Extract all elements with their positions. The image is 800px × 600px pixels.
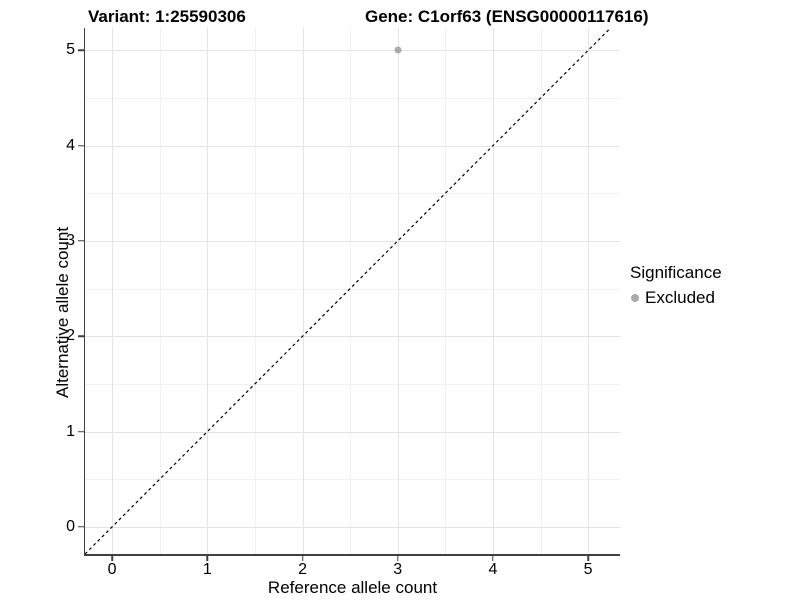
y-tick-mark (78, 526, 84, 528)
x-tick-mark (587, 555, 589, 561)
x-tick-label: 1 (202, 561, 212, 578)
y-tick-label: 4 (66, 136, 75, 154)
gridline-x-major (112, 28, 114, 554)
legend-item-label: Excluded (645, 288, 715, 307)
legend-items: Excluded (630, 288, 722, 308)
legend-item: Excluded (631, 288, 722, 308)
gridline-y-major (85, 50, 620, 52)
legend: Significance Excluded (630, 263, 722, 308)
y-tick-mark (78, 335, 84, 337)
plot-area: 0 1 2 3 4 5 0 1 2 3 4 5 Reference allele count Alt… (53, 28, 620, 597)
y-tick-mark (78, 144, 84, 147)
legend-marker-circle (631, 294, 639, 302)
y-axis-title: Alternative allele count (53, 226, 72, 398)
data-point (394, 46, 402, 54)
gridline-y-major (85, 336, 620, 338)
y-tick-mark (78, 49, 84, 52)
plot-title-variant: Variant: 1:25590306 (88, 7, 246, 26)
y-tick-label: 3 (66, 231, 75, 249)
x-axis-line (83, 554, 620, 556)
gridline-x-minor (540, 28, 542, 554)
plot-title-gene: Gene: C1orf63 (ENSG00000117616) (365, 7, 649, 26)
y-tick-label: 2 (66, 327, 75, 345)
plot-panel (85, 28, 620, 554)
identity-line (85, 28, 612, 554)
x-tick-mark (111, 555, 113, 561)
gridline-y-minor (85, 288, 620, 290)
identity-line-path (85, 28, 612, 554)
gridline-y-major (85, 145, 620, 147)
gridline-y-minor (85, 479, 620, 481)
x-tick-mark (396, 555, 399, 561)
x-tick-label: 0 (107, 561, 117, 578)
gridline-y-major (85, 526, 620, 528)
gridline-x-major (207, 28, 209, 554)
x-tick-label: 5 (583, 561, 593, 578)
gridline-y-major (85, 240, 620, 242)
y-tick-label: 1 (66, 422, 75, 440)
y-axis-line (83, 28, 85, 556)
y-tick-mark (78, 240, 84, 242)
y-tick-mark (78, 430, 84, 433)
x-axis-title: Reference allele count (267, 578, 438, 597)
x-tick-label: 4 (488, 561, 498, 578)
x-tick-label: 3 (393, 561, 403, 578)
gridline-y-major (85, 431, 620, 433)
gridline-y-minor (85, 98, 620, 100)
gridline-x-major (302, 28, 304, 554)
gridline-y-minor (85, 383, 620, 385)
gridline-x-minor (350, 28, 352, 554)
gridline-y-minor (85, 193, 620, 195)
x-tick-mark (492, 555, 494, 561)
gridline-x-minor (254, 28, 256, 554)
gridline-x-major (588, 28, 590, 554)
y-tick-label: 5 (66, 41, 75, 59)
gridline-x-minor (159, 28, 161, 554)
x-tick-mark (301, 555, 304, 561)
gridline-x-major (397, 28, 399, 554)
gridline-x-minor (445, 28, 447, 554)
gridline-x-major (492, 28, 494, 554)
x-tick-mark (206, 555, 209, 561)
legend-title: Significance (630, 263, 722, 282)
x-tick-label: 2 (298, 561, 307, 578)
y-tick-label: 0 (66, 517, 75, 535)
